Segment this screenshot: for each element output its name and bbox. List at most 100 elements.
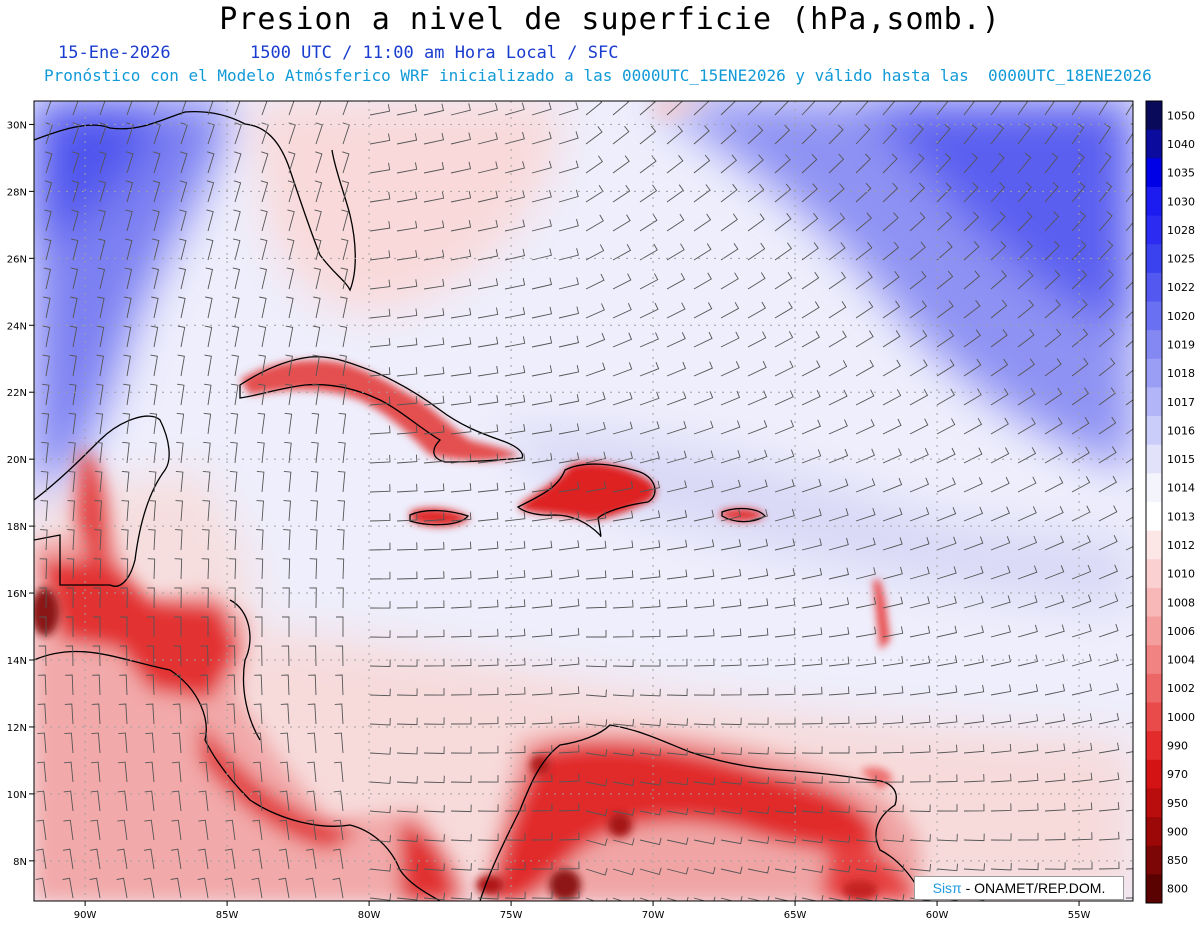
wind-barb (68, 412, 77, 435)
wind-barb (504, 482, 526, 493)
wind-barb (828, 124, 844, 145)
wind-barb (477, 511, 499, 522)
wind-barb (828, 183, 845, 203)
wind-barb (882, 448, 902, 464)
wind-barb (990, 773, 1012, 783)
wind-barb (173, 645, 182, 667)
map-title: Presion a nivel de superficie (hPa,somb.… (219, 2, 1001, 37)
wind-barb (909, 477, 930, 493)
wind-barb (909, 153, 925, 174)
wind-barb (504, 511, 526, 522)
wind-barb (67, 470, 76, 493)
wind-barb (504, 278, 526, 290)
wind-barb (423, 308, 445, 319)
wind-barb (612, 510, 634, 522)
wind-barb (99, 101, 106, 116)
wind-barb (504, 599, 526, 609)
legend-swatch (1146, 874, 1162, 904)
wind-barb (423, 278, 445, 290)
legend-swatch (1146, 731, 1162, 761)
wind-barb (909, 388, 929, 406)
wind-barb (504, 628, 526, 638)
wind-barb (612, 362, 633, 377)
wind-barb (1125, 310, 1133, 319)
wind-barb (64, 732, 74, 754)
wind-barb (558, 189, 579, 203)
wind-barb (396, 776, 418, 784)
wind-barb (801, 449, 822, 464)
wind-barb (313, 296, 321, 319)
wind-barb (585, 421, 606, 435)
wind-barb (990, 211, 1006, 232)
wind-barb (423, 366, 445, 377)
credit-box: Sisπ - ONAMET/REP.DOM. (914, 876, 1124, 900)
wind-barb (234, 151, 242, 174)
wind-barb (558, 598, 580, 609)
credit-text: - ONAMET/REP.DOM. (961, 880, 1106, 896)
wind-barb (720, 806, 743, 815)
wind-barb (963, 477, 983, 493)
wind-barb (306, 819, 317, 841)
legend-label: 1019 (1167, 338, 1195, 351)
wind-barb (94, 470, 103, 493)
wind-barb (909, 300, 927, 319)
wind-barb (774, 508, 795, 522)
wind-barb (177, 325, 186, 348)
wind-barb (450, 687, 472, 696)
wind-barb (720, 836, 743, 845)
legend-swatch (1146, 301, 1162, 331)
wind-barb (666, 480, 687, 493)
wind-barb (585, 244, 605, 261)
wind-barb (224, 877, 236, 899)
wind-barb (531, 774, 553, 783)
wind-barb (936, 153, 952, 174)
wind-barb (855, 686, 877, 696)
wind-barb (936, 714, 958, 725)
wind-barb (149, 412, 158, 435)
wind-barb (828, 627, 850, 638)
wind-barb (396, 191, 418, 203)
wind-barb (504, 833, 526, 841)
wind-barb (1044, 565, 1065, 580)
lat-label: 26N (7, 254, 27, 265)
wind-barb (720, 747, 742, 755)
wind-barb (307, 761, 317, 783)
wind-barb (1125, 102, 1133, 116)
legend-swatch (1146, 444, 1162, 474)
wind-barb (1125, 181, 1133, 203)
legend-label: 990 (1167, 739, 1188, 752)
wind-barb (639, 214, 658, 232)
wind-barb (206, 209, 214, 232)
wind-barb (369, 425, 391, 435)
wind-barb (423, 220, 445, 232)
wind-barb (639, 629, 661, 638)
wind-barb (612, 897, 635, 901)
wind-barb (121, 470, 130, 493)
wind-barb (855, 715, 877, 725)
wind-barb (693, 331, 713, 348)
wind-barb (147, 558, 156, 580)
wind-barb (143, 848, 155, 870)
wind-barb (66, 587, 74, 609)
wind-barb (202, 500, 210, 522)
wind-barb (1071, 564, 1092, 580)
wind-barb (172, 761, 182, 783)
wind-barb (1098, 416, 1117, 435)
legend-label: 1000 (1167, 711, 1195, 724)
wind-barb (153, 151, 161, 174)
wind-barb (477, 541, 499, 551)
wind-barb (693, 539, 715, 551)
wind-barb (306, 790, 317, 812)
wind-barb (585, 392, 606, 406)
wind-barb (116, 877, 128, 899)
wind-barb (990, 833, 1012, 841)
wind-barb (882, 507, 903, 522)
wind-barb (963, 101, 976, 116)
wind-barb (720, 479, 741, 493)
wind-barb (801, 538, 822, 551)
wind-barb (369, 162, 391, 174)
wind-barb (396, 805, 418, 813)
wind-barb (423, 571, 445, 580)
wind-barb (369, 601, 391, 609)
wind-barb (450, 395, 472, 406)
